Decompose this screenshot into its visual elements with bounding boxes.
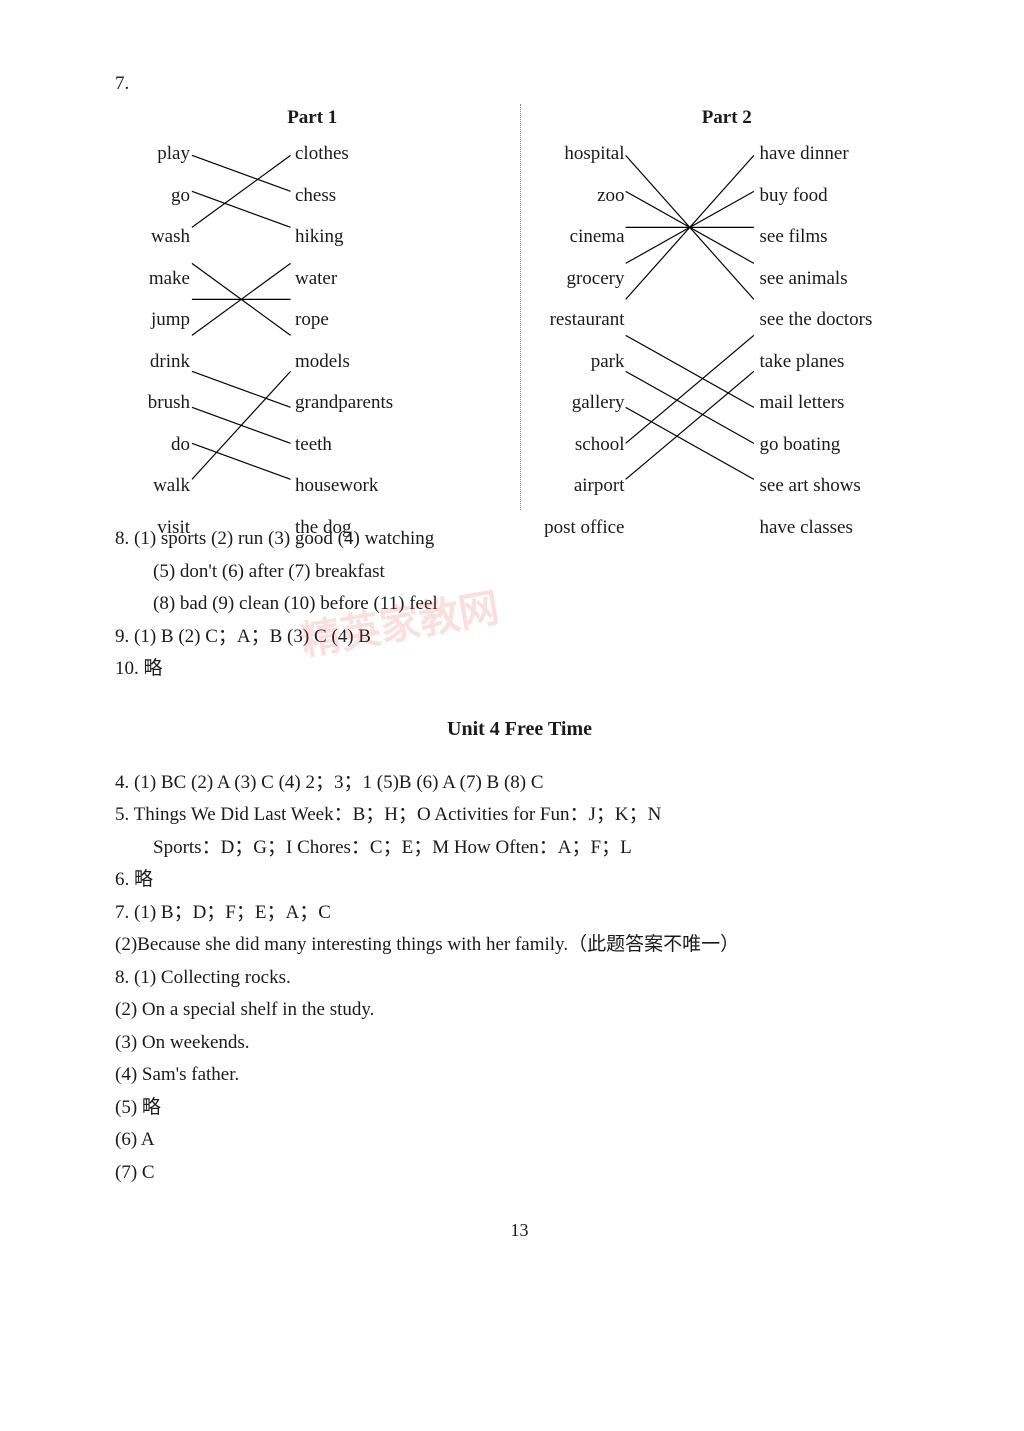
part1-title: Part 1 <box>115 104 510 133</box>
q7b2: (2)Because she did many interesting thin… <box>115 931 924 960</box>
q8b-3: (3) On weekends. <box>115 1029 924 1058</box>
right-word: housework <box>295 472 393 501</box>
left-word: make <box>130 265 190 294</box>
right-word: mail letters <box>760 389 873 418</box>
left-word: post office <box>530 514 625 543</box>
right-word: go boating <box>760 431 873 460</box>
right-word: see films <box>760 223 873 252</box>
left-word: walk <box>130 472 190 501</box>
left-word: gallery <box>530 389 625 418</box>
left-word: school <box>530 431 625 460</box>
left-word: wash <box>130 223 190 252</box>
matching-parts: Part 1 play go wash make jump drink brush do wal… <box>115 104 924 511</box>
left-word: park <box>530 348 625 377</box>
q7-label: 7. <box>115 70 924 99</box>
q7b: 7. (1) B；D；F；E；A；C <box>115 899 924 928</box>
divider <box>520 104 521 511</box>
part-1: Part 1 play go wash make jump drink brush do wal… <box>115 104 510 511</box>
left-word: hospital <box>530 140 625 169</box>
part-2: Part 2 hospital zoo cinema grocery restauran… <box>530 104 925 511</box>
right-word: grandparents <box>295 389 393 418</box>
right-word: hiking <box>295 223 393 252</box>
left-word: restaurant <box>530 306 625 335</box>
q8b-6: (6) A <box>115 1126 924 1155</box>
left-word: brush <box>130 389 190 418</box>
q5-line1: 5. Things We Did Last Week：B；H；O Activit… <box>115 801 924 830</box>
q8-line3: (8) bad (9) clean (10) before (11) feel <box>115 590 924 619</box>
right-word: take planes <box>760 348 873 377</box>
left-word: cinema <box>530 223 625 252</box>
q8b-1: 8. (1) Collecting rocks. <box>115 964 924 993</box>
q8b-4: (4) Sam's father. <box>115 1061 924 1090</box>
right-word: see art shows <box>760 472 873 501</box>
q8b-2: (2) On a special shelf in the study. <box>115 996 924 1025</box>
part2-title: Part 2 <box>530 104 925 133</box>
right-word: clothes <box>295 140 393 169</box>
q5-line2: Sports：D；G；I Chores：C；E；M How Often：A；F；… <box>115 834 924 863</box>
left-word: go <box>130 182 190 211</box>
right-word: buy food <box>760 182 873 211</box>
q6: 6. 略 <box>115 866 924 895</box>
left-word: play <box>130 140 190 169</box>
right-word: water <box>295 265 393 294</box>
left-word: zoo <box>530 182 625 211</box>
right-word: see the doctors <box>760 306 873 335</box>
left-word: grocery <box>530 265 625 294</box>
right-word: have classes <box>760 514 873 543</box>
unit-title: Unit 4 Free Time <box>115 714 924 744</box>
left-word: visit <box>130 514 190 543</box>
right-word: chess <box>295 182 393 211</box>
right-word: the dog <box>295 514 393 543</box>
q8-line2: (5) don't (6) after (7) breakfast <box>115 558 924 587</box>
left-word: do <box>130 431 190 460</box>
q10: 10. 略 <box>115 655 924 684</box>
right-word: see animals <box>760 265 873 294</box>
right-word: models <box>295 348 393 377</box>
q4: 4. (1) BC (2) A (3) C (4) 2；3；1 (5)B (6)… <box>115 769 924 798</box>
q8b-7: (7) C <box>115 1159 924 1188</box>
left-word: jump <box>130 306 190 335</box>
left-word: drink <box>130 348 190 377</box>
q9: 9. (1) B (2) C；A；B (3) C (4) B <box>115 623 924 652</box>
page-number: 13 <box>115 1217 924 1244</box>
left-word: airport <box>530 472 625 501</box>
right-word: have dinner <box>760 140 873 169</box>
right-word: teeth <box>295 431 393 460</box>
right-word: rope <box>295 306 393 335</box>
q8b-5: (5) 略 <box>115 1094 924 1123</box>
